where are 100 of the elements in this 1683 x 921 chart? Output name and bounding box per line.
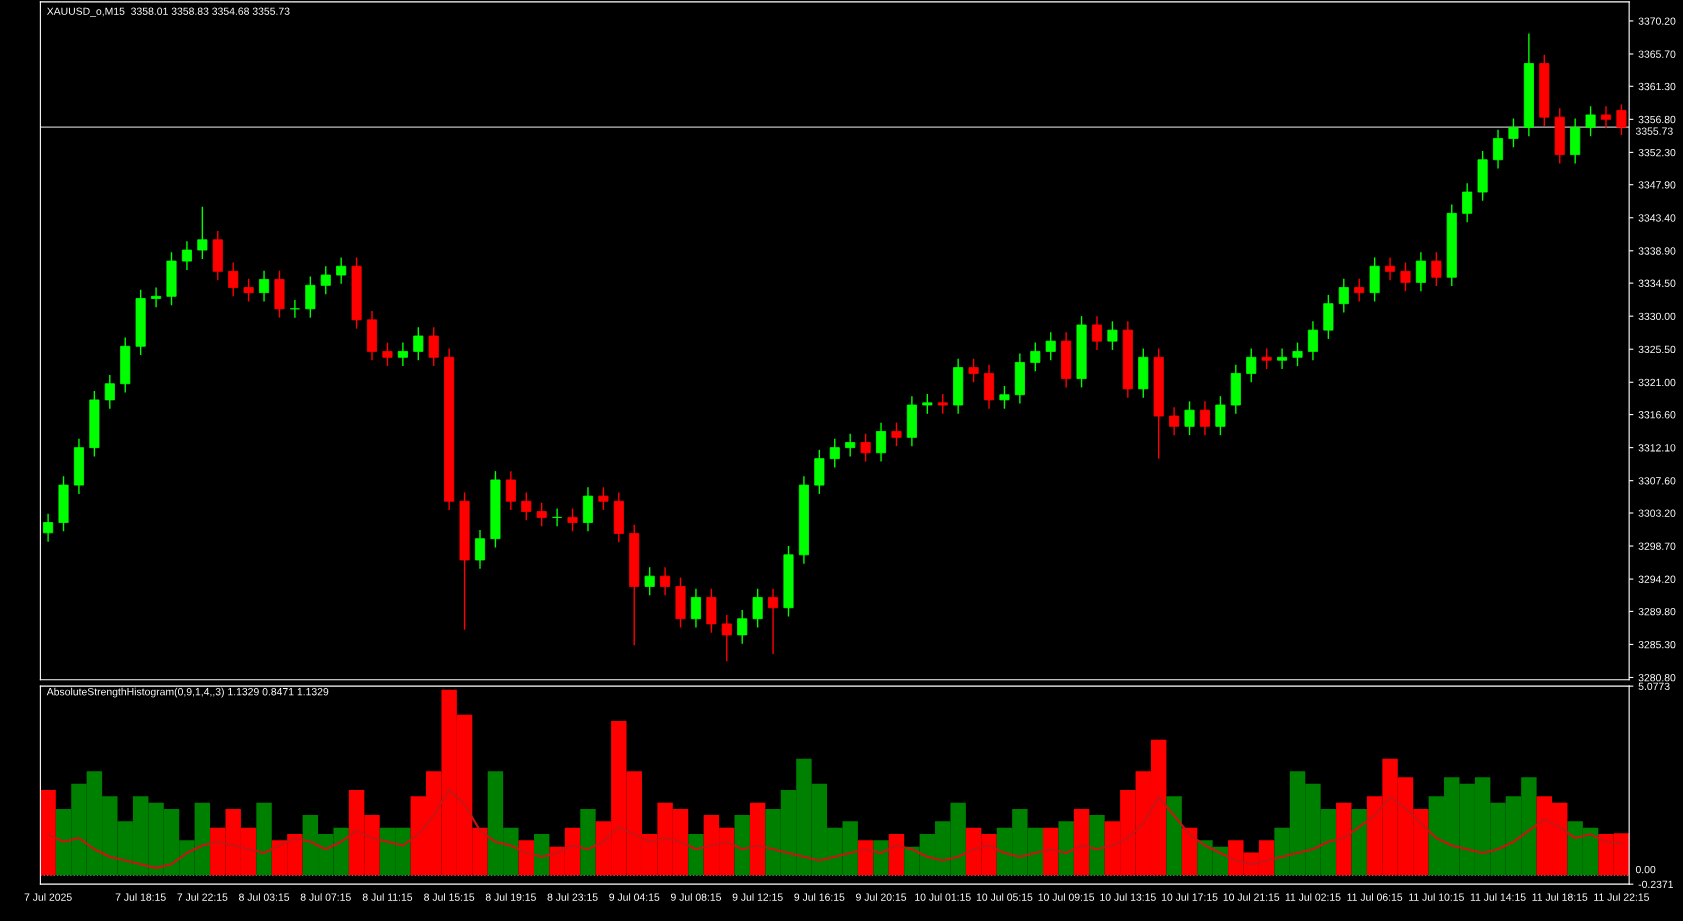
x-tick-label: 7 Jul 2025 bbox=[24, 893, 72, 901]
candlestick bbox=[1292, 341, 1303, 367]
x-tick-label: 10 Jul 17:15 bbox=[1161, 893, 1218, 901]
bar bbox=[1351, 809, 1367, 876]
chart-title: XAUUSD_o,M15 3358.01 3358.83 3354.68 3355.73 bbox=[46, 7, 290, 17]
bar bbox=[857, 840, 874, 876]
candlestick bbox=[567, 507, 578, 533]
y-tick-label: 3298.70 bbox=[1638, 542, 1676, 550]
x-tick-label: 10 Jul 09:15 bbox=[1038, 893, 1095, 901]
candlestick bbox=[768, 587, 779, 655]
bar bbox=[1089, 814, 1105, 876]
x-tick-label: 9 Jul 04:15 bbox=[609, 893, 660, 901]
ref-line-label: 0.00 bbox=[1635, 865, 1656, 874]
candlestick bbox=[1462, 182, 1473, 223]
candlestick bbox=[752, 587, 763, 629]
candlestick bbox=[1354, 278, 1365, 303]
y-tick-label: 3356.80 bbox=[1638, 115, 1676, 124]
candlestick bbox=[1091, 315, 1103, 351]
candlestick bbox=[1246, 347, 1257, 383]
x-tick-label: 10 Jul 13:15 bbox=[1100, 893, 1156, 901]
bar bbox=[873, 840, 889, 876]
candlestick bbox=[1107, 320, 1118, 351]
x-tick-label: 8 Jul 15:15 bbox=[424, 893, 475, 901]
x-tick-label: 10 Jul 05:15 bbox=[976, 893, 1033, 901]
x-tick-label: 8 Jul 03:15 bbox=[239, 893, 290, 901]
candlestick bbox=[474, 529, 486, 570]
candlestick bbox=[999, 385, 1010, 410]
candlestick bbox=[43, 513, 54, 543]
candlestick bbox=[1030, 341, 1041, 372]
bar bbox=[734, 814, 750, 876]
y-tick-label: 3330.00 bbox=[1638, 312, 1676, 321]
y-tick-label: 3280.80 bbox=[1638, 674, 1676, 682]
x-tick-label: 8 Jul 11:15 bbox=[362, 893, 413, 901]
candlestick bbox=[320, 265, 331, 295]
x-tick-label: 7 Jul 18:15 bbox=[115, 893, 166, 901]
candlestick bbox=[1600, 105, 1612, 129]
y-tick-label: 3312.10 bbox=[1638, 444, 1676, 452]
x-tick-label: 11 Jul 06:15 bbox=[1347, 893, 1403, 901]
candlestick bbox=[1585, 105, 1596, 137]
x-tick-label: 11 Jul 18:15 bbox=[1532, 893, 1588, 901]
candlestick bbox=[104, 374, 115, 410]
candlestick bbox=[1338, 278, 1349, 314]
candlestick bbox=[289, 299, 300, 319]
y-tick-label: 3338.90 bbox=[1638, 247, 1676, 255]
candlestick bbox=[428, 326, 439, 367]
candlestick bbox=[875, 421, 887, 463]
line-series bbox=[47, 788, 1623, 869]
candlestick bbox=[937, 393, 948, 415]
y-tick-label: 3334.50 bbox=[1638, 279, 1676, 287]
bar bbox=[518, 840, 534, 876]
candlestick bbox=[660, 566, 671, 596]
candlestick bbox=[197, 206, 208, 260]
x-tick-label: 7 Jul 22:15 bbox=[177, 893, 228, 901]
y-tick-label: 3352.30 bbox=[1638, 148, 1676, 157]
candlestick bbox=[598, 486, 609, 511]
candlestick bbox=[644, 566, 655, 596]
bar bbox=[1336, 802, 1352, 876]
x-tick-label: 8 Jul 23:15 bbox=[547, 893, 598, 901]
candlestick bbox=[1261, 347, 1272, 370]
candlestick bbox=[737, 609, 748, 645]
y-tick-label: 3307.60 bbox=[1638, 477, 1676, 485]
y-tick-label: 3343.40 bbox=[1638, 214, 1676, 222]
candlestick bbox=[336, 256, 347, 285]
x-tick-label: 9 Jul 12:15 bbox=[732, 893, 783, 901]
candlestick bbox=[1415, 251, 1426, 292]
bar bbox=[1166, 796, 1182, 876]
candlestick bbox=[521, 491, 532, 522]
bar bbox=[1073, 809, 1090, 876]
ref-line-label: 3355.73 bbox=[1635, 127, 1673, 135]
bar bbox=[1058, 821, 1074, 876]
bar bbox=[256, 802, 272, 876]
candlestick bbox=[181, 240, 192, 271]
candlestick bbox=[259, 269, 270, 303]
candlestick bbox=[552, 507, 563, 527]
y-tick-label: 3285.30 bbox=[1638, 640, 1676, 649]
y-tick-label: 3316.60 bbox=[1638, 411, 1676, 419]
y-tick-label: 3294.20 bbox=[1638, 575, 1676, 583]
candlestick bbox=[829, 438, 840, 469]
candlestick bbox=[536, 502, 547, 527]
y-tick-label: 3289.80 bbox=[1638, 607, 1676, 616]
candlestick bbox=[228, 261, 239, 298]
y-tick-label: 3370.20 bbox=[1638, 17, 1676, 25]
candlestick bbox=[1169, 406, 1180, 436]
candlestick bbox=[1199, 400, 1211, 436]
candlestick bbox=[1307, 320, 1318, 361]
y-tick-label: 5.0773 bbox=[1638, 682, 1670, 691]
bar bbox=[1043, 827, 1059, 876]
candlestick bbox=[1508, 117, 1519, 148]
candlestick bbox=[305, 275, 316, 319]
bar bbox=[533, 833, 550, 876]
candlestick bbox=[891, 421, 902, 447]
x-tick-label: 9 Jul 16:15 bbox=[794, 893, 845, 901]
x-tick-label: 9 Jul 20:15 bbox=[856, 893, 907, 901]
bar bbox=[688, 833, 704, 876]
chart-title: AbsoluteStrengthHistogram(0,9,1,4,,3) 1.1329 0.8471 1.1329 bbox=[46, 687, 329, 698]
x-tick-label: 11 Jul 10:15 bbox=[1409, 893, 1464, 901]
x-tick-label: 11 Jul 22:15 bbox=[1594, 893, 1649, 901]
x-tick-label: 10 Jul 21:15 bbox=[1223, 893, 1280, 901]
candlestick bbox=[243, 278, 254, 303]
bar bbox=[40, 790, 56, 876]
